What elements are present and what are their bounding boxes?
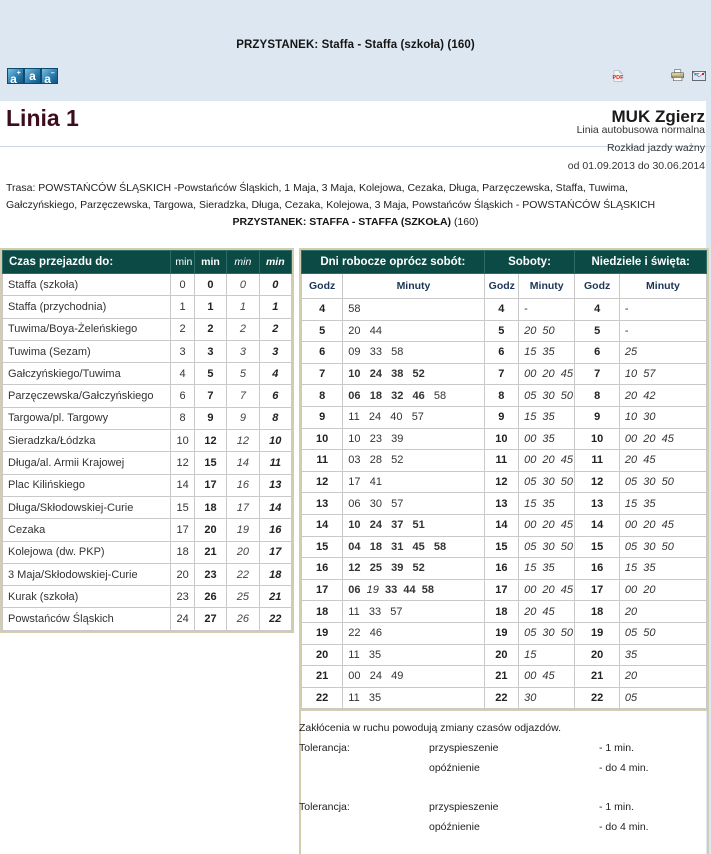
svg-text:PDF: PDF	[613, 75, 625, 81]
